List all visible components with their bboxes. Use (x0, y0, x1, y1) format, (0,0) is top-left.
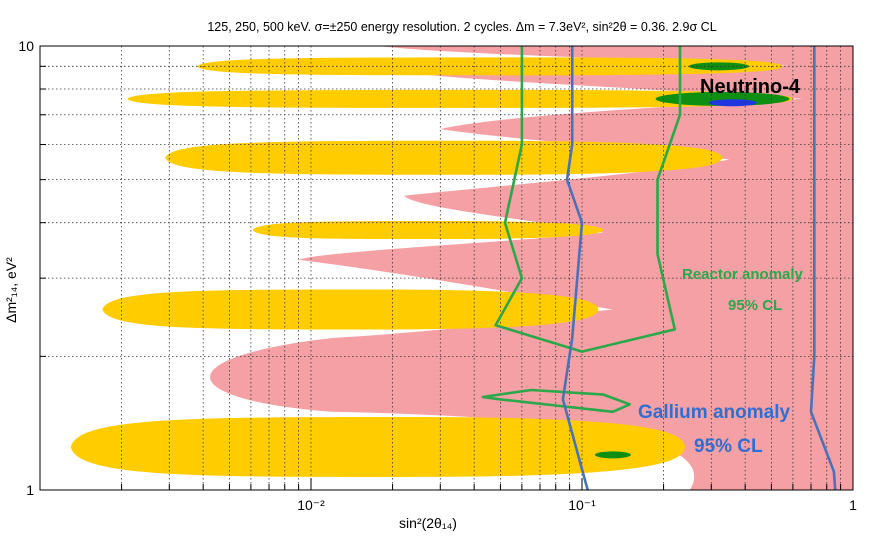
y-tick-label: 10 (18, 38, 34, 54)
best-fit-point (708, 99, 757, 107)
allowed-lobe (165, 140, 723, 175)
annotation-neutrino-4: Neutrino-4 (700, 76, 801, 98)
chart-title: 125, 250, 500 keV. σ=±250 energy resolut… (207, 20, 716, 34)
reactor-anomaly-contour (494, 46, 682, 353)
x-axis-label: sin²(2θ₁₄) (399, 515, 457, 531)
allowed-lobe (127, 89, 793, 108)
x-tick-label: 10⁻¹ (568, 497, 596, 513)
x-tick-label: 10⁻² (297, 497, 325, 513)
excluded-region (210, 46, 853, 490)
annotation-reactor-cl: 95% CL (728, 297, 782, 314)
allowed-lobe (70, 416, 686, 477)
allowed-lobe (252, 221, 604, 240)
annotation-reactor-anomaly: Reactor anomaly (682, 266, 804, 283)
y-axis-label: Δm²₁₄, eV² (3, 257, 19, 323)
high-cl-region (594, 451, 631, 459)
annotation-gallium-cl: 95% CL (694, 436, 763, 457)
gallium-anomaly-contour (809, 46, 837, 490)
allowed-lobe (197, 57, 783, 76)
gallium-anomaly-contour (561, 46, 589, 490)
annotation-gallium-anomaly: Gallium anomaly (638, 402, 790, 423)
allowed-lobe (102, 289, 599, 330)
high-cl-region (688, 62, 749, 71)
y-tick-label: 1 (26, 482, 34, 498)
plot-frame (39, 45, 854, 491)
x-tick-label: 1 (849, 497, 857, 513)
